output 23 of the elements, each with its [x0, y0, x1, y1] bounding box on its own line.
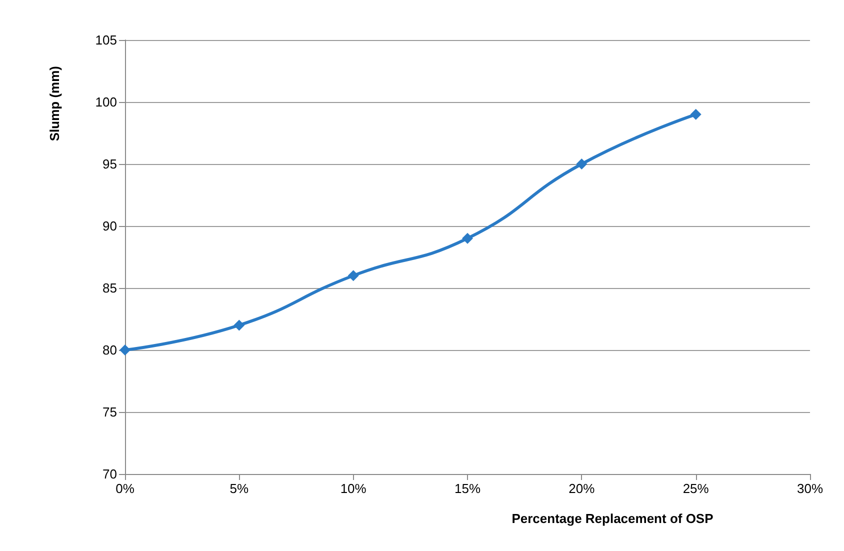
- y-tick-label: 75: [102, 404, 117, 420]
- y-tick-label: 80: [102, 342, 117, 358]
- y-tick-label: 105: [95, 32, 117, 48]
- y-tick-label: 90: [102, 218, 117, 234]
- x-tick-label: 25%: [682, 481, 710, 496]
- point: [348, 270, 359, 282]
- x-tick-label: 5%: [230, 481, 249, 496]
- y-tick-label: 70: [102, 466, 117, 482]
- y-tick-label: 95: [102, 156, 117, 172]
- x-tick-label: 10%: [340, 481, 367, 496]
- x-tick-label: 0%: [116, 481, 135, 496]
- point: [462, 232, 473, 244]
- point: [234, 320, 245, 331]
- point: [120, 344, 130, 356]
- y-tick-label: 85: [102, 280, 117, 296]
- x-axis-title: Percentage Replacement of OSP: [512, 511, 714, 526]
- x-tick-label: 30%: [796, 481, 824, 496]
- x-tick-label: 15%: [454, 481, 481, 496]
- y-axis-title: Slump (mm): [47, 66, 62, 142]
- x-tick-label: 20%: [568, 481, 596, 496]
- y-tick-label: 100: [95, 94, 117, 110]
- point: [576, 158, 588, 170]
- point: [690, 108, 702, 120]
